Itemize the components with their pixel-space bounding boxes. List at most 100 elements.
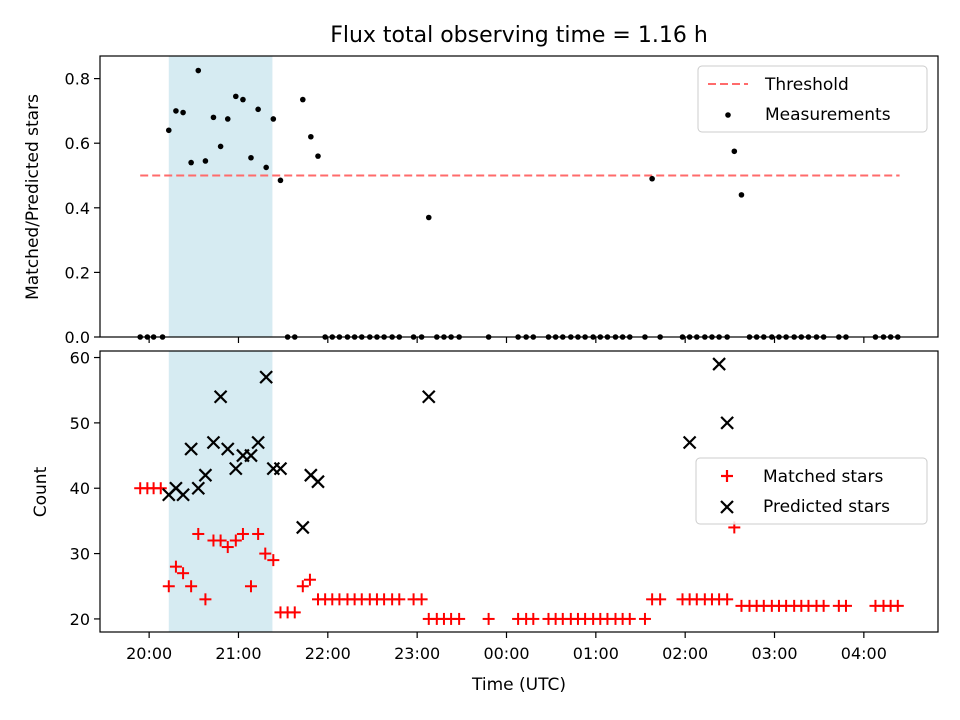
matched-star-point	[303, 573, 316, 586]
predicted-x-b	[296, 520, 310, 535]
bottom-axes-frame	[99, 350, 939, 633]
y-tick-label: 0.6	[65, 134, 90, 153]
matched-star-point	[721, 593, 734, 606]
measurement-point	[738, 192, 745, 198]
matched-star-point	[214, 534, 227, 547]
predicted-x-b	[244, 448, 258, 463]
x-tick-label: 20:00	[126, 644, 172, 663]
x-tick-label: 03:00	[751, 644, 797, 663]
top-legend: Threshold Measurements	[697, 65, 928, 133]
predicted-x-b	[213, 389, 228, 404]
matched-star-point	[192, 527, 205, 540]
y-tick-label: 0.0	[65, 328, 90, 347]
bottom-plot-marks	[134, 357, 904, 625]
top-axes-frame	[99, 55, 939, 338]
measurement-point	[165, 127, 172, 134]
bottom-x-ticks: 20:00 21:00 22:00 23:00 00:00 01:00 02:00 03:00…	[126, 632, 887, 663]
measurement-point	[195, 67, 202, 74]
matched-star-point	[259, 547, 272, 560]
top-legend-box	[697, 65, 928, 133]
predicted-x-b	[273, 461, 288, 476]
y-tick-label: 30	[70, 545, 90, 564]
matched-star-point	[817, 599, 830, 612]
predicted-x-b	[712, 357, 726, 371]
measurement-point	[240, 96, 246, 103]
measurement-point	[224, 116, 231, 122]
bottom-xlabel: Time (UTC)	[471, 675, 566, 695]
y-tick-label: 20	[70, 610, 90, 629]
measurement-point	[210, 114, 217, 121]
predicted-star-point	[176, 487, 190, 502]
y-tick-label: 0.8	[65, 70, 90, 89]
predicted-star-point	[206, 435, 221, 450]
matched-star-point	[288, 606, 301, 619]
bottom-legend-box	[695, 457, 928, 525]
measurement-point	[277, 177, 284, 184]
y-tick-label: 60	[70, 349, 90, 368]
matched-legend-label: Matched stars	[763, 467, 883, 487]
bottom-y-ticks: 20 30 40 50 60	[70, 349, 100, 629]
measurement-point	[180, 109, 186, 116]
predicted-star-point	[720, 416, 734, 430]
figure-title: Flux total observing time = 1.16 h	[330, 23, 708, 48]
predicted-star-point	[259, 370, 273, 384]
predicted-x-b	[191, 481, 206, 496]
x-tick-label: 22:00	[305, 644, 351, 663]
predicted-x-b	[311, 474, 325, 489]
bottom-highlight-band	[168, 351, 273, 632]
top-highlight-band	[168, 56, 273, 337]
predicted-legend-icon	[720, 500, 734, 514]
predicted-star-point	[421, 389, 436, 404]
top-x-ticks	[148, 337, 865, 343]
y-tick-label: 0.4	[65, 199, 90, 218]
top-ylabel: Matched/Predicted stars	[23, 94, 43, 300]
measurement-point	[299, 96, 306, 103]
matched-star-point	[229, 534, 242, 547]
y-tick-label: 40	[70, 479, 90, 498]
matched-star-point	[415, 593, 428, 606]
predicted-star-point	[191, 481, 206, 496]
measurement-point	[217, 143, 224, 150]
matched-star-point	[169, 560, 182, 573]
matched-star-point	[177, 567, 190, 580]
measurements-legend-icon	[725, 112, 731, 118]
y-tick-label: 0.2	[65, 263, 90, 282]
predicted-star-point	[273, 461, 288, 476]
x-tick-label: 01:00	[573, 644, 619, 663]
matched-star-point	[654, 593, 667, 606]
predicted-x-b	[206, 435, 221, 450]
measurement-point	[188, 159, 194, 166]
matched-star-point	[244, 580, 257, 593]
predicted-x-b	[682, 435, 697, 450]
predicted-star-point	[229, 461, 243, 476]
measurement-point	[202, 158, 209, 164]
predicted-star-point	[198, 468, 213, 482]
predicted-x-b	[169, 481, 183, 496]
measurement-point	[263, 164, 269, 171]
measurement-point	[315, 153, 321, 159]
x-tick-label: 02:00	[662, 644, 708, 663]
predicted-x-b	[176, 487, 190, 502]
matched-legend-icon	[721, 470, 733, 482]
matched-star-point	[267, 554, 280, 567]
bottom-panel: 20 30 40 50 60 20:00 21:00 22:00 23:00 00:00 01:0…	[31, 349, 939, 695]
matched-star-point	[393, 593, 406, 606]
x-tick-label: 00:00	[483, 644, 529, 663]
measurement-point	[425, 214, 432, 221]
matched-star-point	[154, 482, 167, 495]
x-tick-label: 21:00	[215, 644, 261, 663]
matched-star-point	[482, 612, 495, 625]
matched-star-point	[221, 541, 234, 554]
matched-star-point	[252, 527, 265, 540]
predicted-star-point	[296, 520, 310, 535]
matched-star-point	[162, 580, 175, 593]
top-y-ticks: 0.0 0.2 0.4 0.6 0.8	[65, 70, 100, 347]
predicted-star-point	[712, 357, 726, 371]
predicted-x-b	[220, 442, 235, 456]
predicted-x-b	[720, 416, 734, 430]
threshold-legend-label: Threshold	[764, 75, 849, 95]
predicted-star-point	[213, 389, 228, 404]
predicted-x-b	[184, 442, 198, 456]
matched-star-point	[623, 612, 636, 625]
